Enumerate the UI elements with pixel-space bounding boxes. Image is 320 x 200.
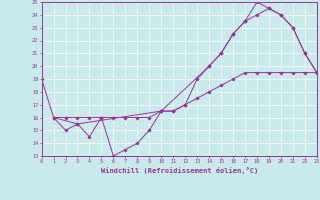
X-axis label: Windchill (Refroidissement éolien,°C): Windchill (Refroidissement éolien,°C) bbox=[100, 167, 258, 174]
